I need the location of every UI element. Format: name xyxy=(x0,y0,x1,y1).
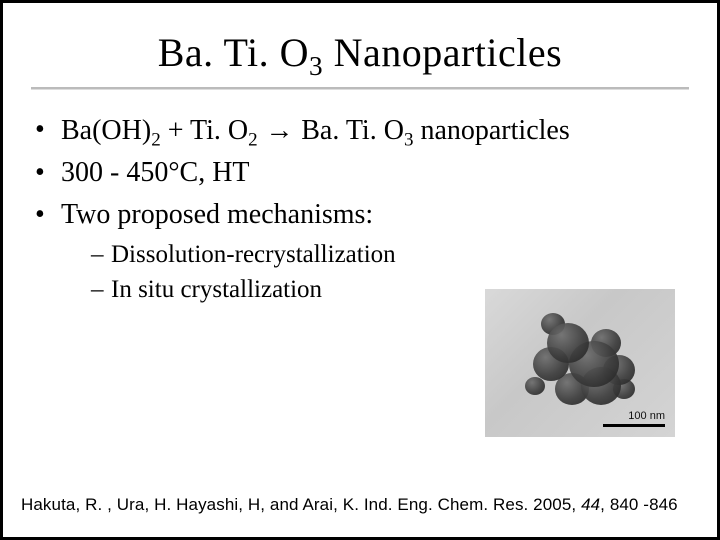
title-post: Nanoparticles xyxy=(323,30,562,75)
slide: Ba. Ti. O3 Nanoparticles Ba(OH)2 + Ti. O… xyxy=(0,0,720,540)
bullet-list: Ba(OH)2 + Ti. O2 → Ba. Ti. O3 nanopartic… xyxy=(35,111,685,307)
citation-volume: 44 xyxy=(581,495,600,514)
mechanisms-text: Two proposed mechanisms: xyxy=(61,199,373,230)
citation: Hakuta, R. , Ura, H. Hayashi, H, and Ara… xyxy=(21,495,699,515)
slide-title: Ba. Ti. O3 Nanoparticles xyxy=(3,29,717,76)
arrow-icon: → xyxy=(258,114,302,145)
content-area: Ba(OH)2 + Ti. O2 → Ba. Ti. O3 nanopartic… xyxy=(35,111,685,311)
conditions-text: 300 - 450°C, HT xyxy=(61,157,250,188)
reactant-b-sub: 2 xyxy=(248,130,258,151)
plus-sign: + xyxy=(161,115,190,146)
product-post: nanoparticles xyxy=(413,115,569,146)
sub-item-1: In situ crystallization xyxy=(111,276,322,303)
product-pre: Ba. Ti. O xyxy=(301,115,404,146)
nanoparticle-blob xyxy=(525,377,545,395)
title-underline xyxy=(31,87,689,89)
sub-bullet-dissolution: Dissolution-recrystallization xyxy=(91,237,685,272)
scalebar-label: 100 nm xyxy=(628,410,665,422)
citation-authors: Hakuta, R. , Ura, H. Hayashi, H, and Ara… xyxy=(21,495,581,514)
citation-pages: , 840 -846 xyxy=(600,495,678,514)
title-sub: 3 xyxy=(309,51,323,81)
reactant-b-pre: Ti. O xyxy=(190,115,248,146)
sub-item-0: Dissolution-recrystallization xyxy=(111,241,396,268)
title-pre: Ba. Ti. O xyxy=(158,30,309,75)
reactant-a-pre: Ba(OH) xyxy=(61,115,151,146)
bullet-reaction: Ba(OH)2 + Ti. O2 → Ba. Ti. O3 nanopartic… xyxy=(35,111,685,150)
bullet-conditions: 300 - 450°C, HT xyxy=(35,154,685,192)
tem-micrograph: 100 nm xyxy=(485,289,675,437)
scalebar xyxy=(603,424,665,427)
reactant-a-sub: 2 xyxy=(151,130,161,151)
nanoparticle-blob xyxy=(547,323,589,363)
